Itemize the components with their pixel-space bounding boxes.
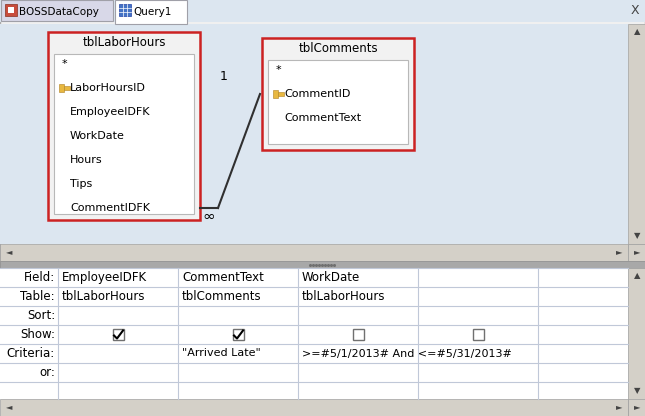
Bar: [8, 7, 14, 13]
Bar: [273, 90, 278, 98]
Text: ▲: ▲: [634, 272, 640, 280]
Bar: [0, 0, 645, 22]
Text: Tips: Tips: [70, 179, 92, 189]
Bar: [353, 329, 364, 340]
Text: LaborHoursID: LaborHoursID: [70, 83, 146, 93]
Bar: [628, 268, 645, 416]
Bar: [115, 0, 187, 24]
Text: ▲: ▲: [634, 27, 640, 37]
Bar: [628, 24, 645, 244]
Text: 1: 1: [220, 69, 228, 82]
Text: tblComments: tblComments: [182, 290, 262, 303]
Text: tblLaborHours: tblLaborHours: [83, 37, 166, 50]
Text: X: X: [631, 5, 639, 17]
Text: ◄: ◄: [6, 248, 12, 257]
Text: EmployeeIDFK: EmployeeIDFK: [70, 107, 150, 117]
Text: Criteria:: Criteria:: [6, 347, 55, 360]
Text: Sort:: Sort:: [26, 309, 55, 322]
Text: *: *: [62, 59, 68, 69]
Bar: [64, 86, 70, 90]
Bar: [628, 244, 645, 261]
Bar: [5, 4, 17, 16]
Bar: [59, 84, 64, 92]
Text: ►: ►: [634, 403, 640, 411]
Bar: [54, 54, 194, 214]
Text: >=#5/1/2013# And <=#5/31/2013#: >=#5/1/2013# And <=#5/31/2013#: [302, 349, 512, 359]
Bar: [119, 4, 131, 16]
Bar: [1, 0, 113, 21]
Text: ►: ►: [634, 248, 640, 257]
Bar: [473, 329, 484, 340]
Text: CommentText: CommentText: [182, 271, 264, 284]
Text: Hours: Hours: [70, 155, 103, 165]
Bar: [0, 268, 628, 416]
Text: Field:: Field:: [24, 271, 55, 284]
Text: CommentText: CommentText: [284, 113, 361, 123]
Text: WorkDate: WorkDate: [70, 131, 125, 141]
Text: ▼: ▼: [634, 386, 640, 396]
Text: ▼: ▼: [634, 231, 640, 240]
Text: or:: or:: [39, 366, 55, 379]
Text: *: *: [276, 65, 282, 75]
Text: Query1: Query1: [133, 7, 172, 17]
Text: CommentIDFK: CommentIDFK: [70, 203, 150, 213]
Text: ►: ►: [616, 248, 622, 257]
Text: tblLaborHours: tblLaborHours: [62, 290, 146, 303]
Bar: [0, 261, 645, 268]
Text: BOSSDataCopy: BOSSDataCopy: [19, 7, 99, 17]
Text: WorkDate: WorkDate: [302, 271, 361, 284]
Text: ◄: ◄: [6, 403, 12, 411]
Bar: [112, 329, 123, 340]
Text: tblLaborHours: tblLaborHours: [302, 290, 386, 303]
Text: tblComments: tblComments: [298, 42, 378, 55]
Bar: [262, 38, 414, 150]
Bar: [268, 60, 408, 144]
Text: "Arrived Late": "Arrived Late": [182, 349, 261, 359]
Text: CommentID: CommentID: [284, 89, 350, 99]
Text: ►: ►: [616, 403, 622, 411]
Bar: [0, 244, 628, 261]
Text: Show:: Show:: [20, 328, 55, 341]
Bar: [0, 24, 628, 244]
Bar: [48, 32, 200, 220]
Bar: [278, 92, 284, 96]
Bar: [0, 399, 628, 416]
Bar: [232, 329, 244, 340]
Bar: [628, 399, 645, 416]
Text: EmployeeIDFK: EmployeeIDFK: [62, 271, 147, 284]
Text: Table:: Table:: [21, 290, 55, 303]
Text: ∞: ∞: [202, 208, 215, 223]
